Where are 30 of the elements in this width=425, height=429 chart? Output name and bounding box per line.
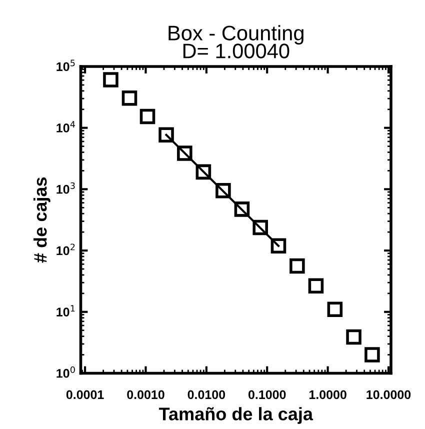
point: [140, 108, 156, 124]
y-axis-title: # de cajas: [34, 177, 50, 263]
y-tick-label: 10$^{4}$: [56, 121, 75, 132]
x-tick-label: 10.0000: [366, 390, 411, 400]
x-tick-label: 0.0001: [66, 390, 104, 400]
x-tick-label: 0.1000: [248, 390, 286, 400]
point: [103, 72, 118, 88]
y-tick-label: 10$^{2}$: [56, 244, 75, 256]
x-tick-label: 0.0010: [127, 390, 164, 400]
point: [158, 127, 174, 142]
point: [270, 238, 286, 254]
x-axis-title: Tamaño de la caja: [158, 407, 314, 424]
point: [346, 329, 362, 345]
point: [216, 182, 231, 198]
chart-title: Box - Counting D= 1.00040: [168, 25, 304, 58]
x-tick-label: 1.0000: [309, 390, 346, 400]
y-tick-label: 10$^{0}$: [56, 366, 75, 378]
point: [252, 220, 268, 236]
x-tick-label: 0.0100: [188, 390, 226, 400]
point: [290, 258, 305, 274]
y-tick-label: 10$^{1}$: [56, 305, 75, 316]
point: [234, 202, 250, 217]
point: [364, 347, 380, 362]
y-tick-label: 10$^{5}$: [56, 60, 75, 72]
point: [122, 90, 138, 106]
point: [196, 164, 212, 180]
point: [177, 146, 192, 161]
point: [327, 302, 343, 317]
y-tick-label: 10$^{3}$: [56, 182, 75, 194]
point: [308, 278, 324, 294]
